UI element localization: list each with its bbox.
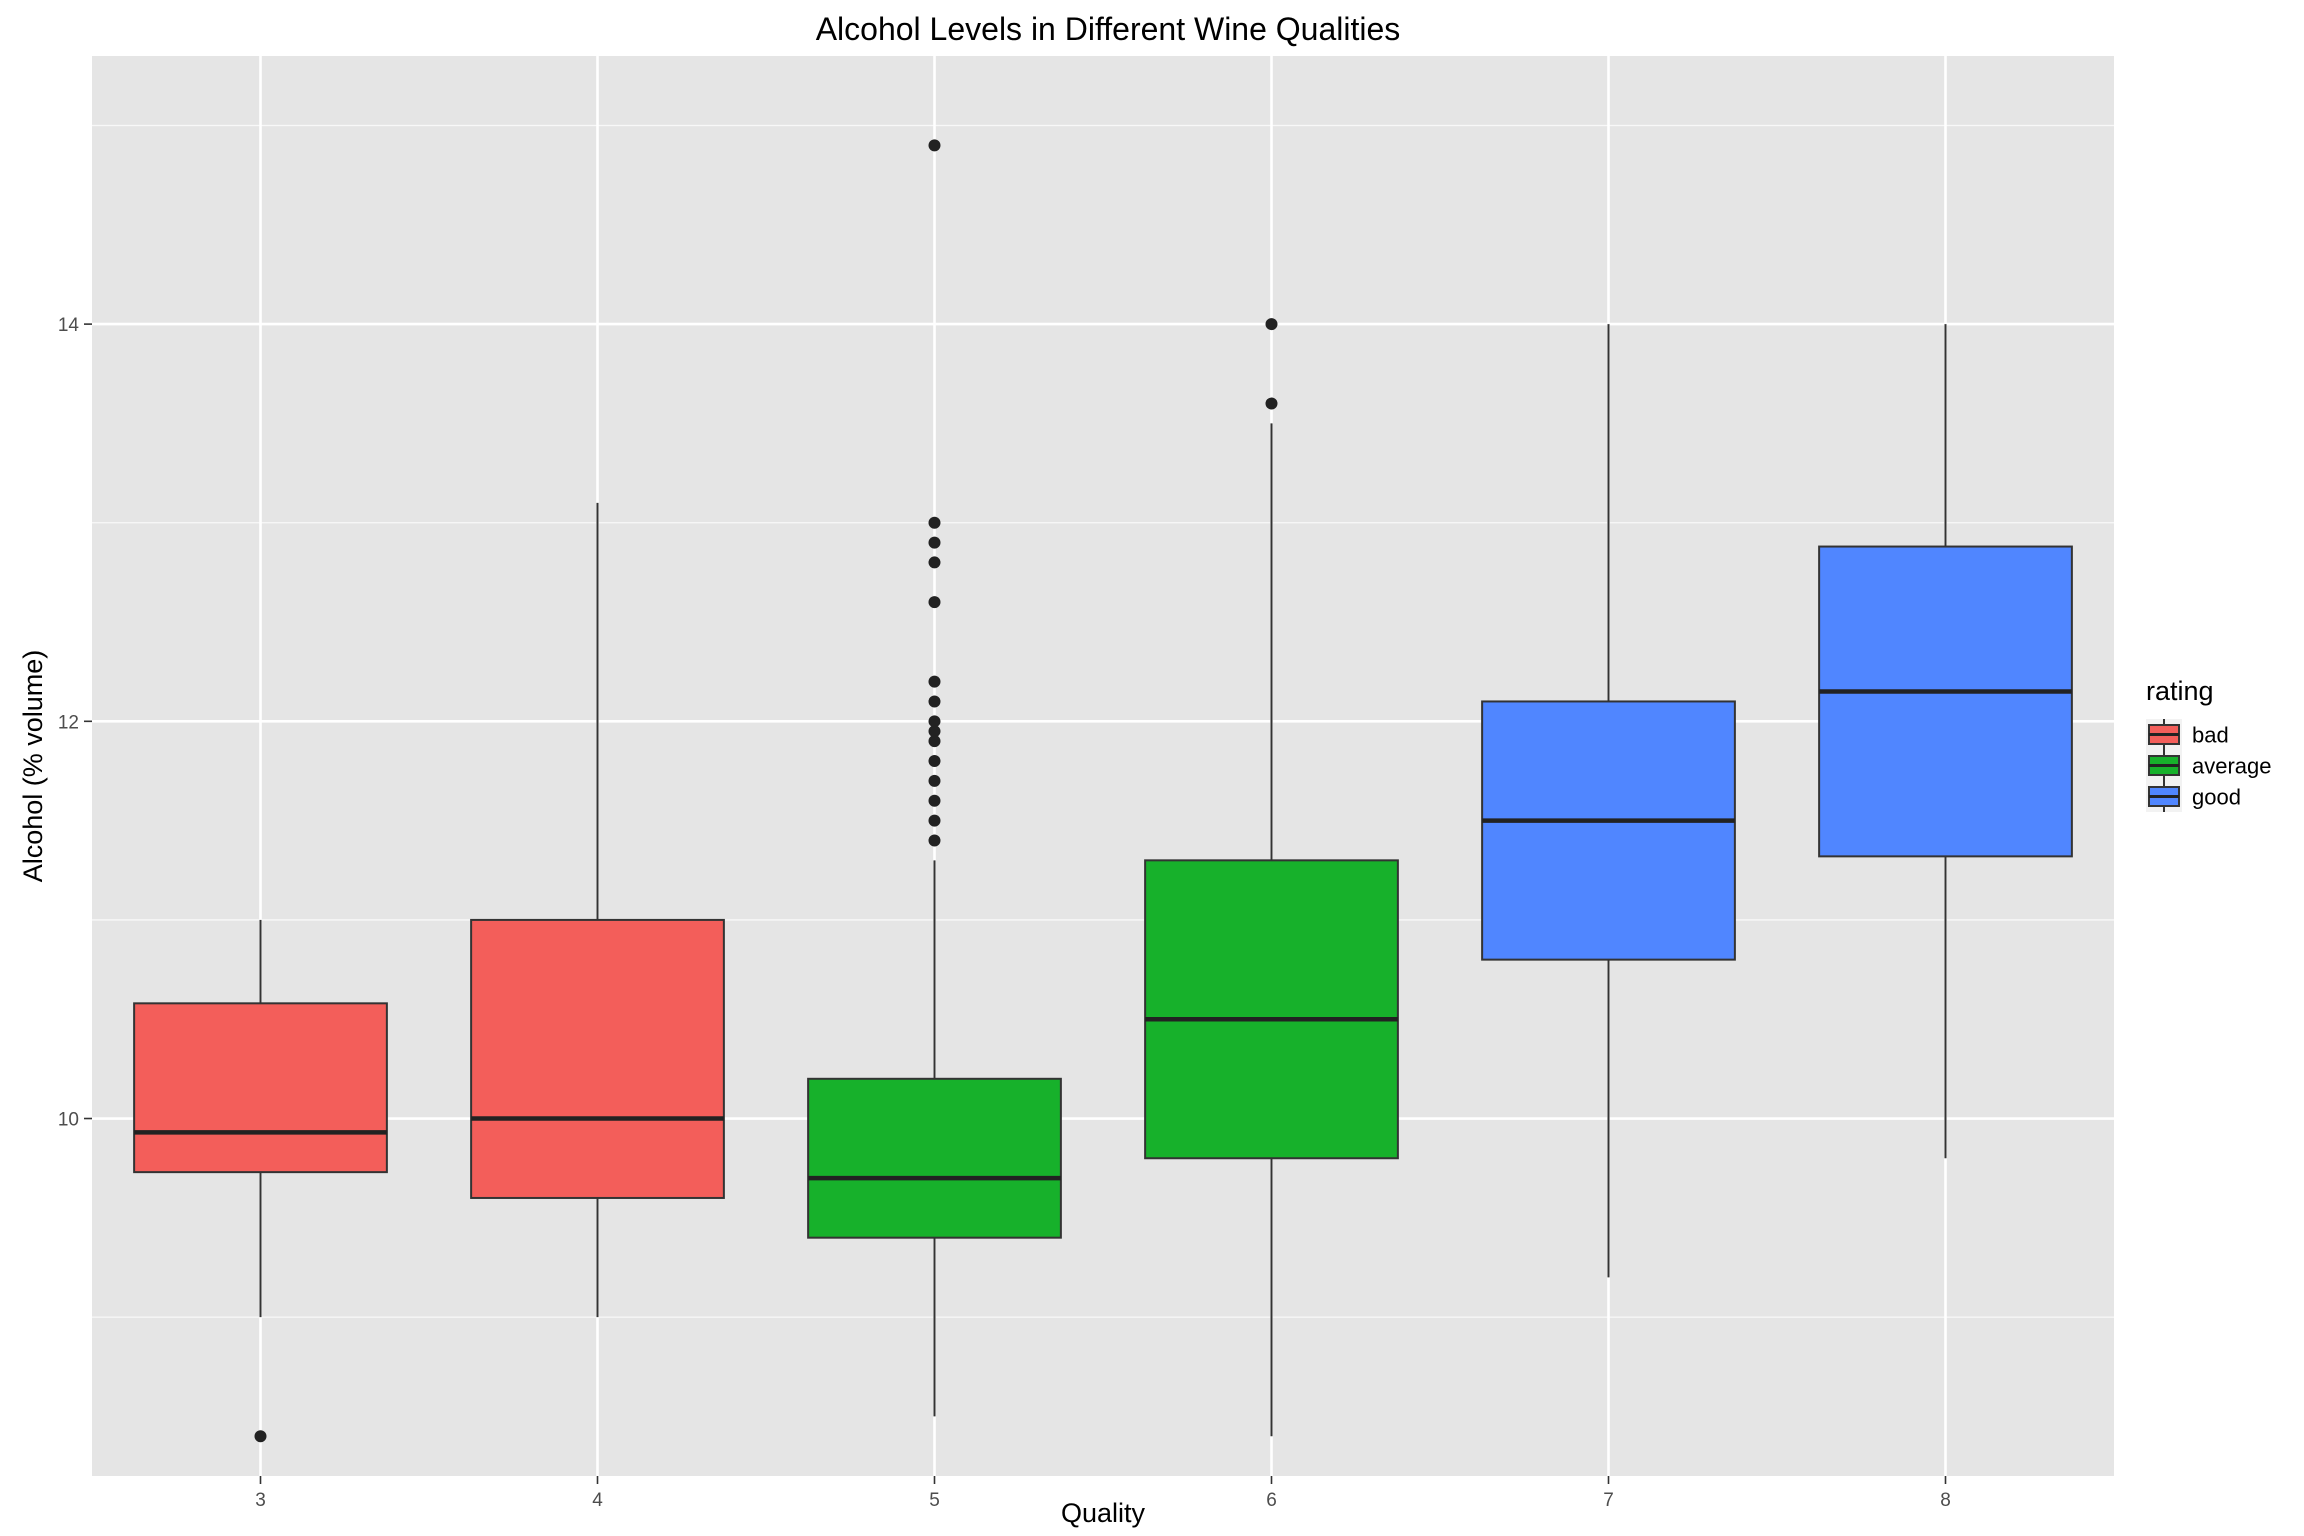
y-axis-title: Alcohol (% volume) <box>18 650 48 883</box>
box-body <box>470 918 725 1199</box>
outlier-point <box>928 139 941 152</box>
box-quality-7 <box>1481 324 1736 1278</box>
box-quality-8 <box>1818 324 2073 1159</box>
y-tick-label: 10 <box>58 1110 79 1131</box>
legend: rating bad average good <box>2146 676 2272 812</box>
legend-title: rating <box>2146 676 2214 706</box>
boxes <box>133 139 2073 1443</box>
outlier-point <box>928 596 941 609</box>
legend-label: good <box>2192 785 2241 810</box>
x-tick-label: 6 <box>1266 1490 1277 1511</box>
box-body <box>1818 545 2073 858</box>
outlier-point <box>928 725 941 738</box>
outlier-point <box>928 536 941 549</box>
legend-label: average <box>2192 754 2272 779</box>
box-body <box>807 1077 1062 1239</box>
y-tick-label: 12 <box>58 712 79 733</box>
legend-entries: bad average good <box>2146 719 2272 812</box>
box-body <box>1144 859 1399 1160</box>
x-axis-ticks: 3 4 5 6 7 8 <box>255 1476 1951 1511</box>
legend-entry-bad: bad <box>2146 719 2229 750</box>
minor-grid <box>92 124 2114 1318</box>
outlier-point <box>928 814 941 827</box>
outlier-point <box>928 675 941 688</box>
x-tick-label: 7 <box>1603 1490 1614 1511</box>
outlier-point <box>928 516 941 529</box>
x-tick-label: 5 <box>929 1490 940 1511</box>
outlier-point <box>928 556 941 569</box>
box-quality-6 <box>1144 318 1399 1437</box>
chart-title: Alcohol Levels in Different Wine Qualiti… <box>816 11 1401 47</box>
outlier-point <box>1265 318 1278 331</box>
outlier-point <box>928 735 941 748</box>
legend-entry-good: good <box>2146 781 2241 812</box>
box-body <box>133 1002 388 1174</box>
outlier-point <box>254 1430 267 1443</box>
y-axis-ticks: 10 12 14 <box>58 315 92 1131</box>
outlier-point <box>928 755 941 768</box>
outlier-point <box>928 794 941 807</box>
y-tick-label: 14 <box>58 315 80 336</box>
legend-label: bad <box>2192 723 2229 748</box>
box-quality-5 <box>807 139 1062 1417</box>
outlier-point <box>928 715 941 728</box>
outlier-point <box>1265 397 1278 410</box>
plot-panel <box>92 56 2114 1476</box>
box-body <box>1481 700 1736 961</box>
box-quality-4 <box>470 502 725 1318</box>
outlier-point <box>928 695 941 708</box>
outlier-point <box>928 774 941 787</box>
legend-entry-average: average <box>2146 750 2272 781</box>
outlier-point <box>928 834 941 847</box>
x-tick-label: 3 <box>255 1490 266 1511</box>
x-tick-label: 4 <box>592 1490 603 1511</box>
x-tick-label: 8 <box>1940 1490 1951 1511</box>
box-quality-3 <box>133 919 388 1443</box>
x-axis-title: Quality <box>1061 1498 1146 1528</box>
